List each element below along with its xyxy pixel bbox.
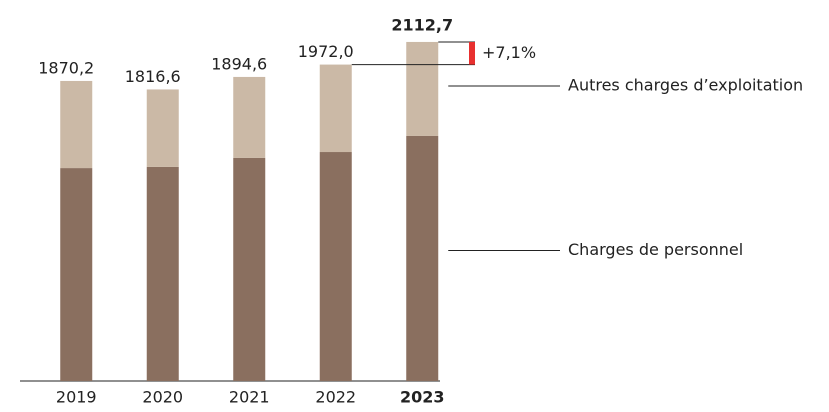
bar-segment	[233, 157, 266, 381]
bar-segment	[319, 64, 352, 153]
total-label: 1870,2	[38, 58, 94, 77]
change-label: +7,1%	[482, 43, 536, 62]
total-label: 1894,6	[211, 54, 267, 73]
total-label: 1816,6	[125, 67, 181, 86]
bar-segment	[60, 80, 93, 169]
bar-segment	[233, 76, 266, 158]
x-tick-label: 2020	[142, 388, 183, 407]
x-tick-label: 2022	[315, 388, 356, 407]
bar-segment	[406, 135, 439, 381]
bar-segment	[60, 168, 93, 381]
legend-label: Charges de personnel	[568, 240, 743, 259]
change-bar	[469, 42, 475, 65]
x-tick-label: 2023	[400, 388, 445, 407]
total-label: 1972,0	[298, 42, 354, 61]
bar-segment	[319, 152, 352, 381]
total-label: 2112,7	[391, 16, 453, 35]
x-tick-label: 2021	[229, 388, 270, 407]
bar-segment	[406, 41, 439, 136]
bar-segment	[146, 166, 179, 381]
bar-segment	[146, 89, 179, 167]
x-tick-label: 2019	[56, 388, 97, 407]
legend-label: Autres charges d’exploitation	[568, 75, 803, 94]
